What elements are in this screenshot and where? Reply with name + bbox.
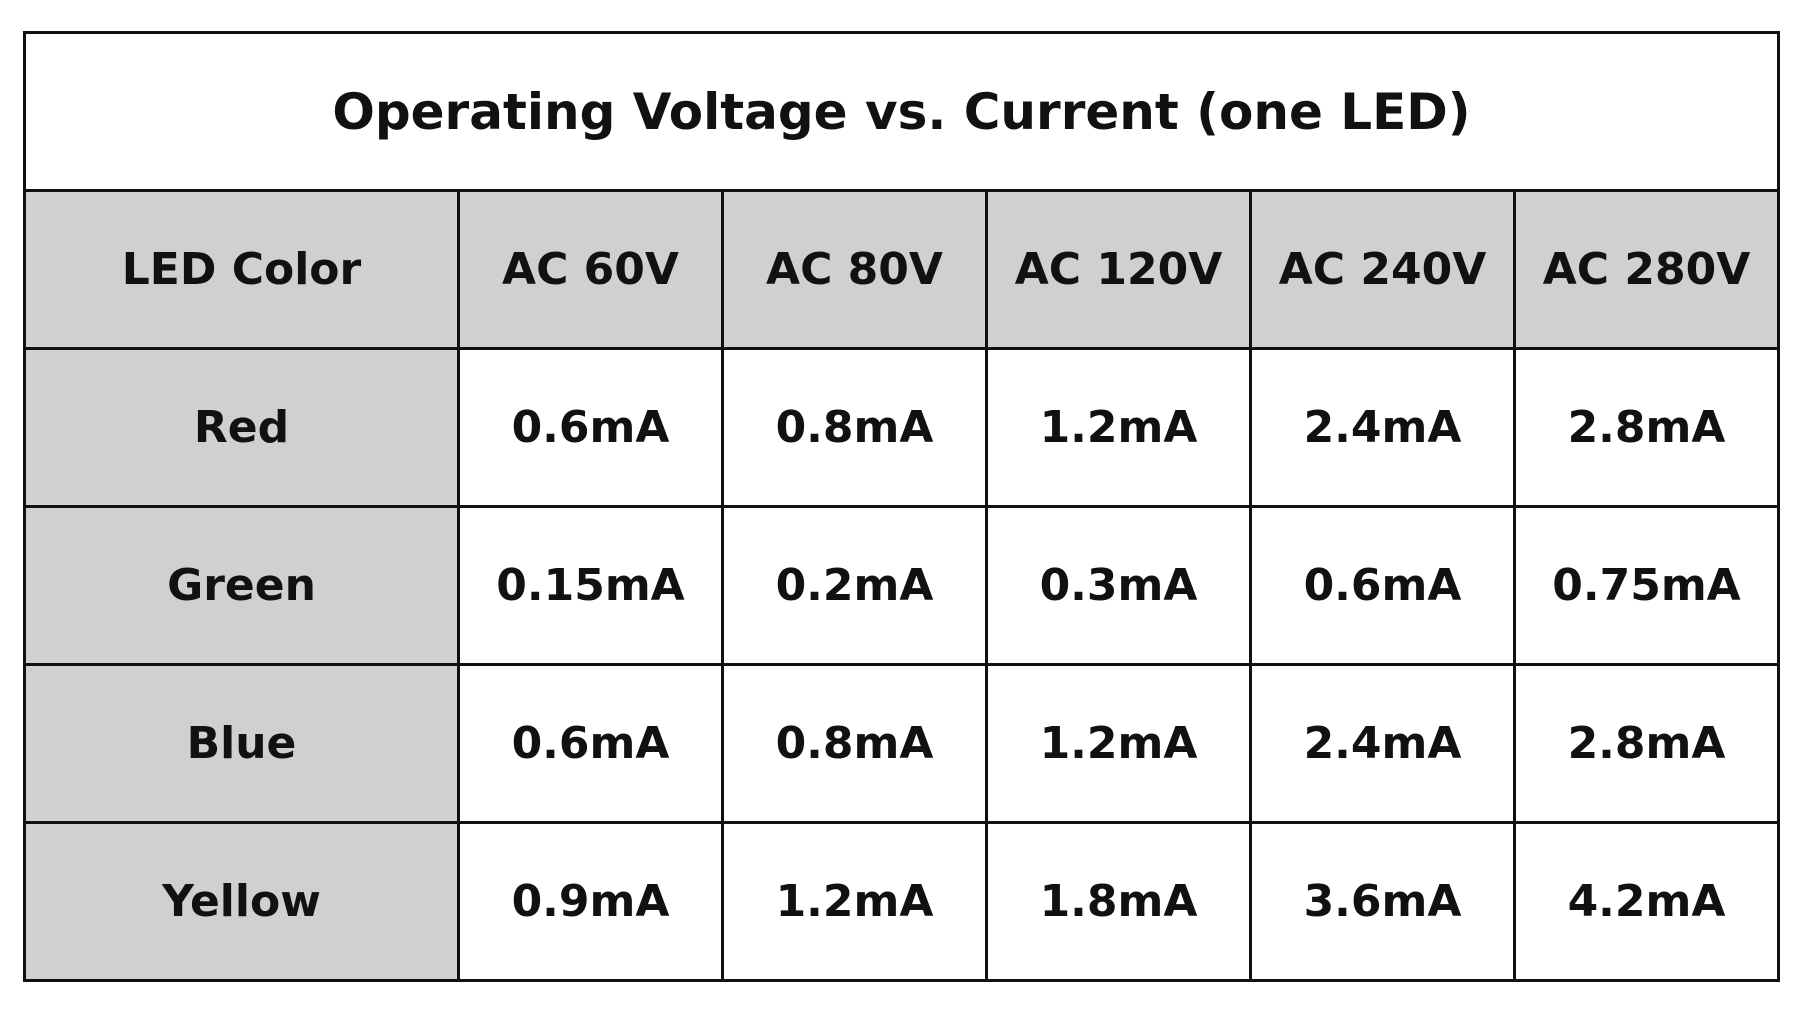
row-label: Blue — [23, 663, 460, 824]
data-row: Red 0.6mA 0.8mA 1.2mA 2.4mA 2.8mA — [23, 347, 1780, 508]
data-row: Blue 0.6mA 0.8mA 1.2mA 2.4mA 2.8mA — [23, 663, 1780, 824]
current-cell: 0.8mA — [721, 347, 988, 508]
current-cell: 0.8mA — [721, 663, 988, 824]
current-cell: 0.3mA — [985, 505, 1252, 666]
current-cell: 1.2mA — [985, 347, 1252, 508]
header-cell: AC 60V — [457, 189, 724, 350]
current-cell: 0.6mA — [457, 663, 724, 824]
data-row: Yellow 0.9mA 1.2mA 1.8mA 3.6mA 4.2mA — [23, 821, 1780, 982]
header-cell: AC 80V — [721, 189, 988, 350]
current-cell: 0.6mA — [457, 347, 724, 508]
current-cell: 0.2mA — [721, 505, 988, 666]
current-cell: 4.2mA — [1513, 821, 1780, 982]
row-label: Yellow — [23, 821, 460, 982]
table-body: LED Color AC 60V AC 80V AC 120V AC 240V AC 28… — [23, 189, 1780, 982]
header-cell: AC 240V — [1249, 189, 1516, 350]
row-label: Green — [23, 505, 460, 666]
current-cell: 3.6mA — [1249, 821, 1516, 982]
current-cell: 2.4mA — [1249, 663, 1516, 824]
data-row: Green 0.15mA 0.2mA 0.3mA 0.6mA 0.75mA — [23, 505, 1780, 666]
row-label: Red — [23, 347, 460, 508]
current-table: Operating Voltage vs. Current (one LED) … — [23, 31, 1780, 982]
current-cell: 2.4mA — [1249, 347, 1516, 508]
current-cell: 1.2mA — [985, 663, 1252, 824]
current-cell: 2.8mA — [1513, 347, 1780, 508]
header-cell: LED Color — [23, 189, 460, 350]
current-cell: 1.2mA — [721, 821, 988, 982]
current-cell: 2.8mA — [1513, 663, 1780, 824]
current-cell: 0.75mA — [1513, 505, 1780, 666]
current-cell: 0.9mA — [457, 821, 724, 982]
table-title: Operating Voltage vs. Current (one LED) — [23, 31, 1780, 192]
current-cell: 0.15mA — [457, 505, 724, 666]
header-cell: AC 120V — [985, 189, 1252, 350]
current-cell: 0.6mA — [1249, 505, 1516, 666]
header-cell: AC 280V — [1513, 189, 1780, 350]
title-row: Operating Voltage vs. Current (one LED) — [23, 31, 1780, 192]
table-wrapper: Operating Voltage vs. Current (one LED) … — [23, 31, 1780, 982]
header-row: LED Color AC 60V AC 80V AC 120V AC 240V AC 28… — [23, 189, 1780, 350]
current-cell: 1.8mA — [985, 821, 1252, 982]
